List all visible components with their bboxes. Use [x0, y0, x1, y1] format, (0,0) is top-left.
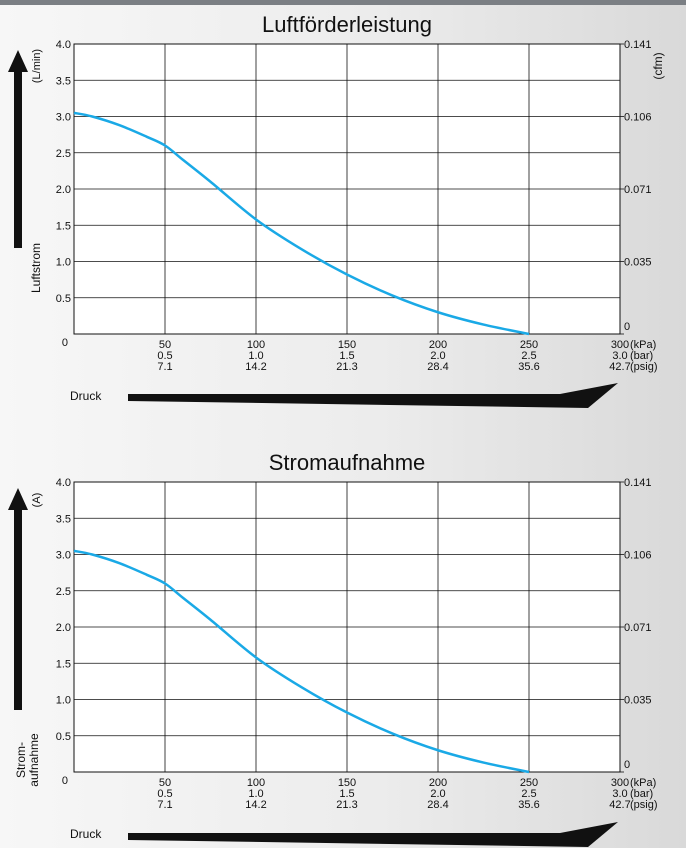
x-axis-label: Druck — [70, 389, 102, 403]
x-tick-label-psig: 21.3 — [336, 361, 357, 373]
y2-tick-label: 0.106 — [624, 550, 652, 562]
chart-title: Stromaufnahme — [269, 450, 426, 475]
x-tick-label-kpa: 50 — [159, 339, 171, 351]
x-unit-psig: (psig) — [630, 799, 658, 811]
y2-tick-label: 0.071 — [624, 622, 652, 634]
x-tick-label-kpa: 150 — [338, 777, 356, 789]
x-tick-label-psig: 7.1 — [157, 799, 172, 811]
y-tick-label: 0 — [62, 775, 68, 787]
x-tick-label-psig: 7.1 — [157, 361, 172, 373]
x-tick-label-psig: 42.7 — [609, 799, 630, 811]
y2-tick-label: 0.141 — [624, 39, 652, 51]
y2-tick-label: 0.141 — [624, 477, 652, 489]
y-tick-label: 2.0 — [56, 622, 71, 634]
x-tick-label-bar: 0.5 — [157, 350, 172, 362]
x-tick-label-psig: 28.4 — [427, 799, 448, 811]
x-tick-label-kpa: 200 — [429, 339, 447, 351]
y-tick-label: 4.0 — [56, 39, 71, 51]
x-tick-label-bar: 2.5 — [521, 788, 536, 800]
x-tick-label-kpa: 150 — [338, 339, 356, 351]
y-tick-label: 2.0 — [56, 184, 71, 196]
x-axis-label: Druck — [70, 827, 102, 841]
x-axis-arrow — [128, 822, 618, 847]
y-tick-label: 1.0 — [56, 695, 71, 707]
y-unit-label: (A) — [31, 493, 43, 508]
x-tick-label-bar: 1.5 — [339, 350, 354, 362]
y-tick-label: 1.5 — [56, 658, 71, 670]
y-unit-label: (L/min) — [31, 49, 43, 83]
x-unit-bar: (bar) — [630, 788, 653, 800]
x-tick-label-bar: 2.0 — [430, 350, 445, 362]
top-bar — [0, 0, 686, 5]
y-axis-arrow — [8, 488, 28, 710]
x-tick-label-psig: 28.4 — [427, 361, 448, 373]
x-tick-label-kpa: 300 — [611, 777, 629, 789]
x-tick-label-kpa: 250 — [520, 777, 538, 789]
x-tick-label-psig: 21.3 — [336, 799, 357, 811]
y-tick-label: 3.0 — [56, 550, 71, 562]
series-line — [73, 111, 530, 336]
x-tick-label-kpa: 250 — [520, 339, 538, 351]
x-tick-label-bar: 2.5 — [521, 350, 536, 362]
y-tick-label: 2.5 — [56, 586, 71, 598]
y-tick-label: 3.5 — [56, 513, 71, 525]
y-tick-label: 1.0 — [56, 257, 71, 269]
y-axis-label: aufnahme — [27, 733, 41, 787]
y-tick-label: 0.5 — [56, 731, 71, 743]
y2-tick-label: 0.035 — [624, 257, 652, 269]
x-tick-label-kpa: 50 — [159, 777, 171, 789]
x-tick-label-psig: 14.2 — [245, 799, 266, 811]
chart-title: Luftförderleistung — [262, 12, 432, 37]
y-axis-arrow — [8, 50, 28, 248]
y-axis-label: Luftstrom — [29, 243, 43, 293]
y-tick-label: 3.5 — [56, 75, 71, 87]
y-tick-label: 3.0 — [56, 112, 71, 124]
y-tick-label: 2.5 — [56, 148, 71, 160]
y2-unit-label: (cfm) — [651, 52, 665, 79]
y-tick-label: 1.5 — [56, 220, 71, 232]
x-tick-label-psig: 35.6 — [518, 361, 539, 373]
x-unit-kpa: (kPa) — [630, 777, 656, 789]
y-tick-label: 0.5 — [56, 293, 71, 305]
x-tick-label-bar: 3.0 — [612, 788, 627, 800]
x-unit-bar: (bar) — [630, 350, 653, 362]
x-unit-psig: (psig) — [630, 361, 658, 373]
x-tick-label-bar: 1.0 — [248, 350, 263, 362]
x-tick-label-bar: 1.5 — [339, 788, 354, 800]
y2-tick-label: 0.106 — [624, 112, 652, 124]
x-tick-label-kpa: 100 — [247, 777, 265, 789]
x-tick-label-psig: 35.6 — [518, 799, 539, 811]
y2-tick-label: 0 — [624, 321, 630, 333]
y-tick-label: 4.0 — [56, 477, 71, 489]
x-tick-label-kpa: 300 — [611, 339, 629, 351]
x-tick-label-bar: 1.0 — [248, 788, 263, 800]
x-tick-label-kpa: 200 — [429, 777, 447, 789]
x-tick-label-psig: 14.2 — [245, 361, 266, 373]
y2-tick-label: 0.071 — [624, 184, 652, 196]
x-tick-label-bar: 2.0 — [430, 788, 445, 800]
y-axis-label: Strom- — [14, 742, 28, 778]
series-line — [73, 549, 530, 774]
y2-tick-label: 0.035 — [624, 695, 652, 707]
x-tick-label-bar: 0.5 — [157, 788, 172, 800]
x-unit-kpa: (kPa) — [630, 339, 656, 351]
y2-tick-label: 0 — [624, 759, 630, 771]
x-axis-arrow — [128, 383, 618, 408]
x-tick-label-psig: 42.7 — [609, 361, 630, 373]
y-tick-label: 0 — [62, 337, 68, 349]
x-tick-label-bar: 3.0 — [612, 350, 627, 362]
x-tick-label-kpa: 100 — [247, 339, 265, 351]
